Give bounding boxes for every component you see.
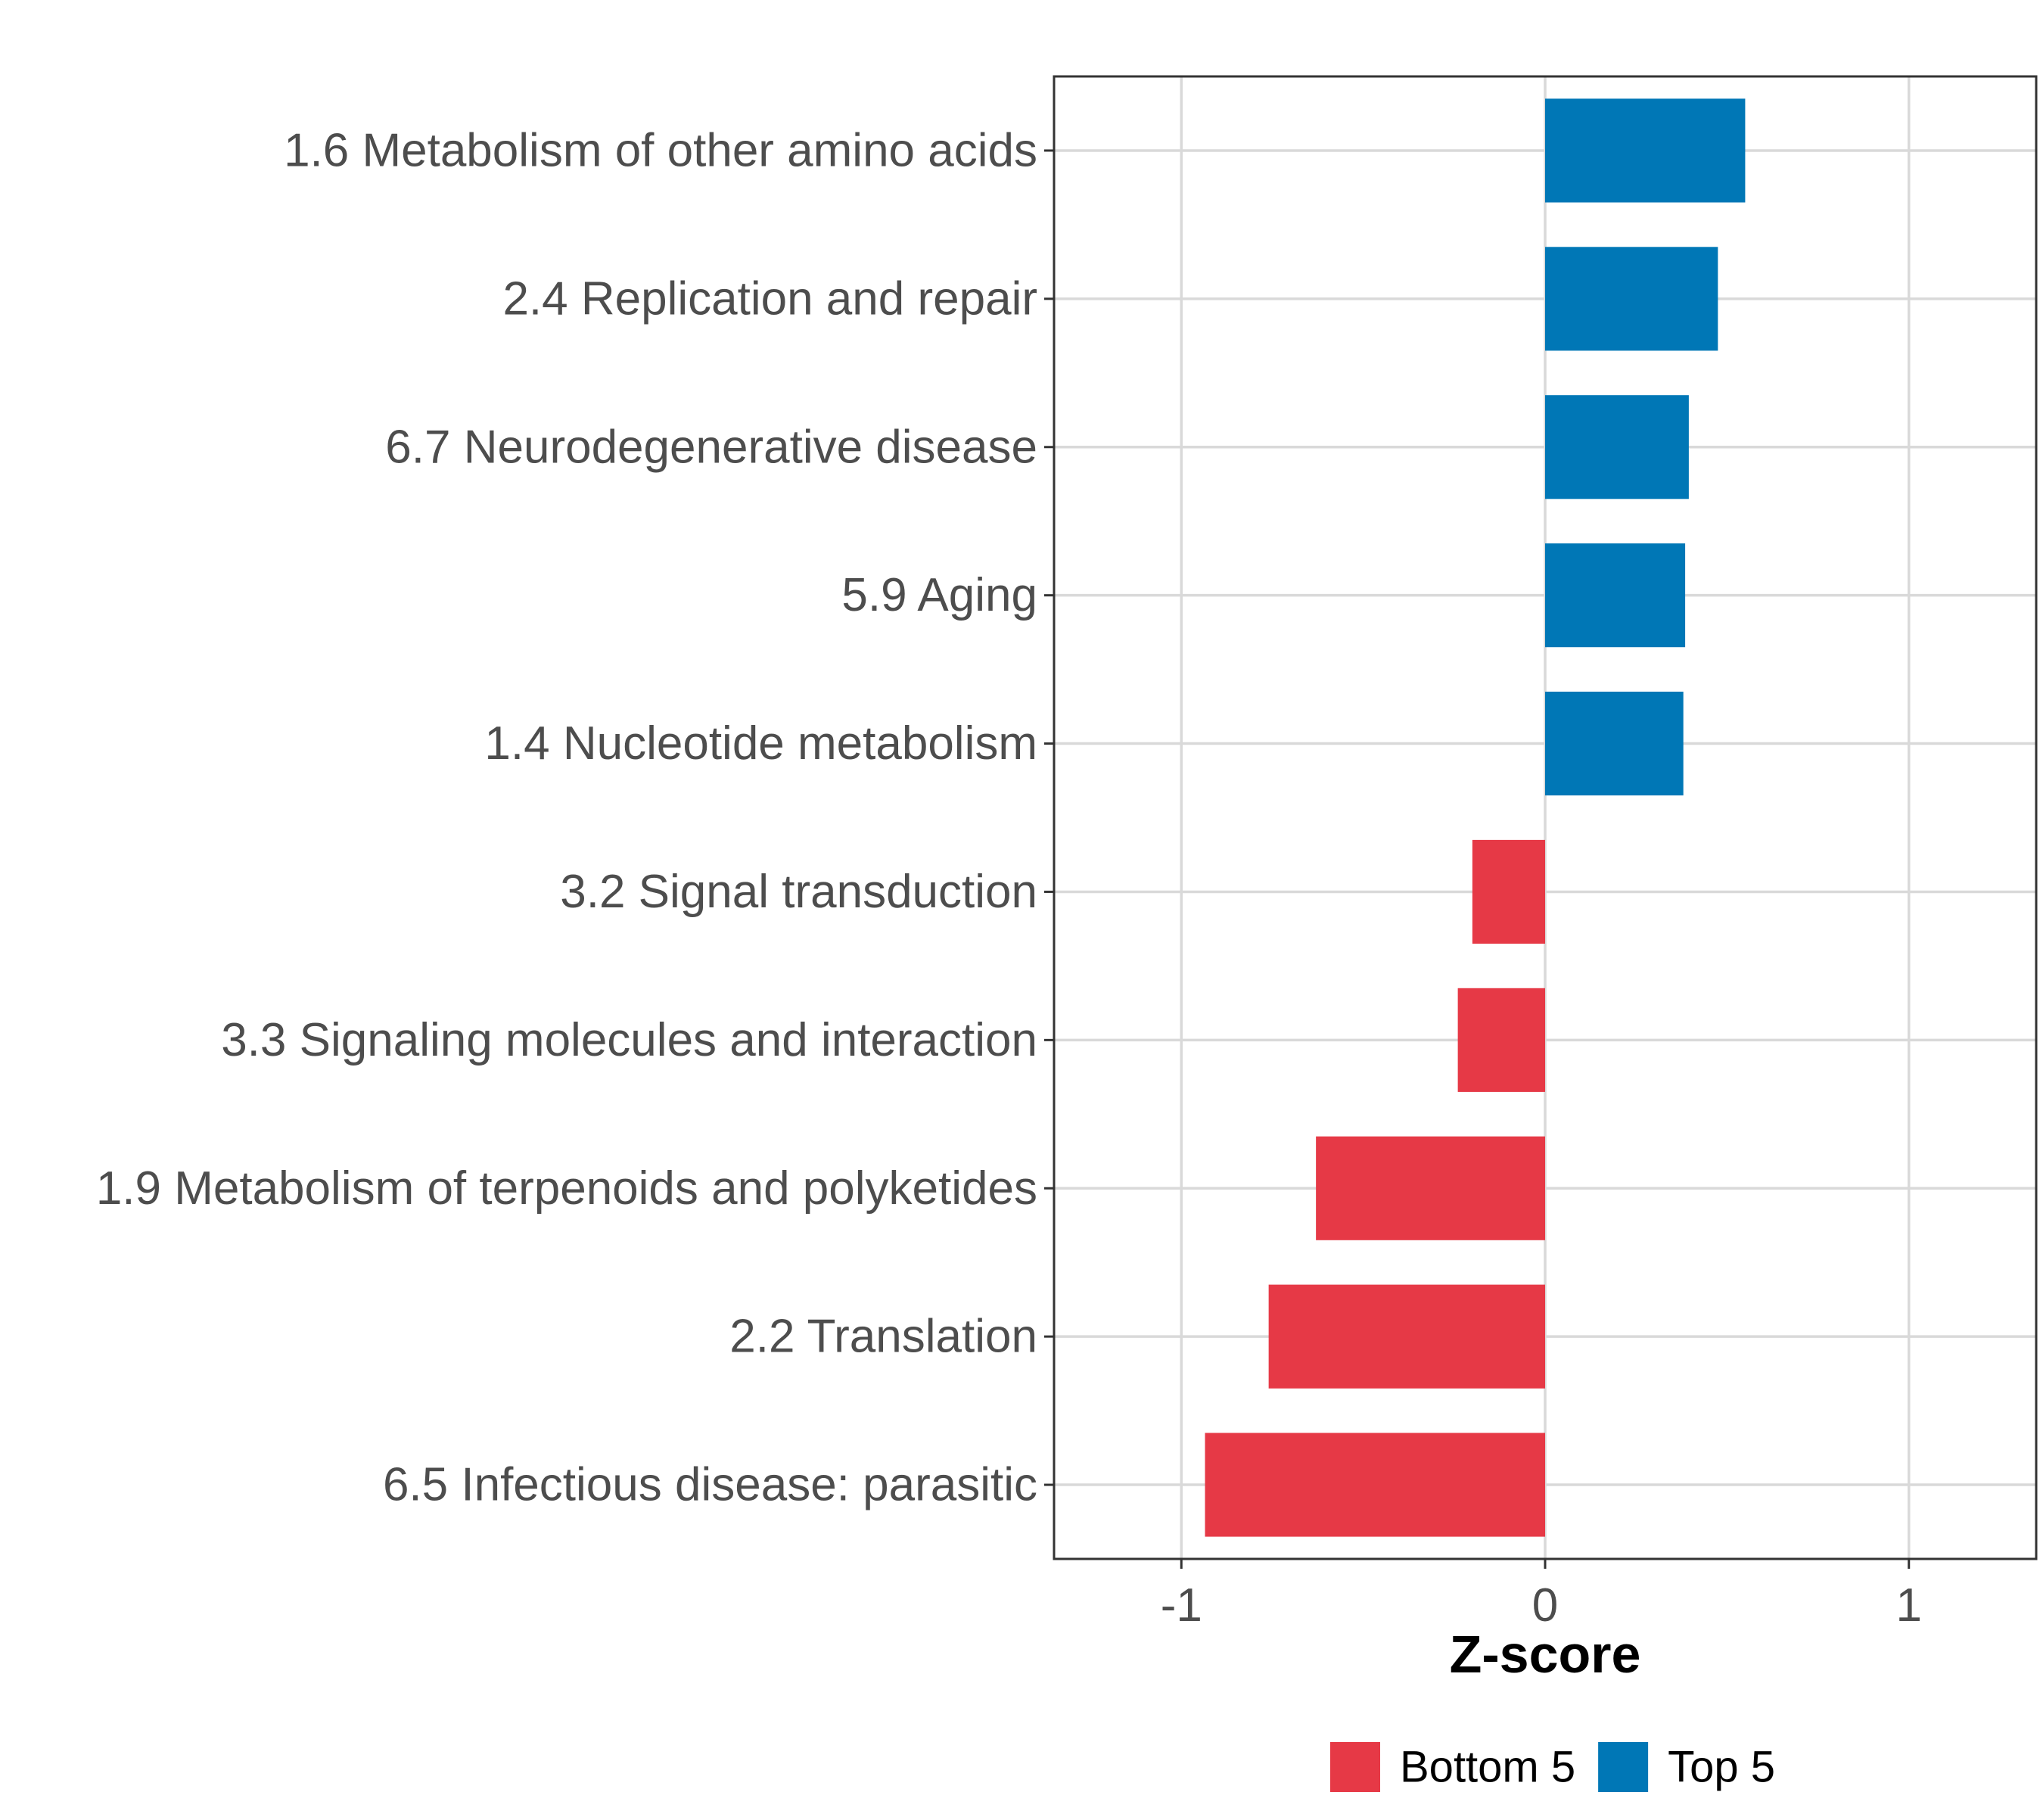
category-label: 3.2 Signal transduction: [560, 866, 1037, 918]
category-label: 3.3 Signaling molecules and interaction: [221, 1014, 1037, 1066]
bar: [1205, 1433, 1545, 1536]
bar: [1458, 988, 1545, 1092]
x-tick-label: -1: [1161, 1579, 1202, 1632]
bar: [1545, 395, 1689, 499]
bar: [1545, 247, 1718, 350]
category-label: 1.9 Metabolism of terpenoids and polyket…: [96, 1162, 1037, 1215]
category-label: 1.4 Nucleotide metabolism: [484, 717, 1037, 770]
bar: [1545, 543, 1685, 647]
bar-chart-svg: 1.6 Metabolism of other amino acids 2.4 R…: [0, 0, 2043, 1816]
category-label: 2.2 Translation: [729, 1311, 1037, 1363]
x-axis: -1 0 1: [1161, 1559, 1922, 1632]
bars: [1205, 98, 1746, 1536]
y-axis: 1.6 Metabolism of other amino acids 2.4 R…: [96, 124, 1054, 1510]
bar: [1316, 1137, 1545, 1240]
category-label: 1.6 Metabolism of other amino acids: [284, 124, 1037, 176]
category-label: 6.5 Infectious disease: parasitic: [383, 1459, 1037, 1511]
x-tick-label: 1: [1895, 1579, 1921, 1632]
legend: Bottom 5 Top 5: [1330, 1742, 1775, 1792]
x-tick-label: 0: [1532, 1579, 1558, 1632]
bar: [1269, 1285, 1545, 1389]
x-axis-title: Z-score: [1450, 1625, 1641, 1684]
bar: [1545, 692, 1684, 795]
bar: [1472, 840, 1545, 944]
bar: [1545, 98, 1745, 202]
category-label: 6.7 Neurodegenerative disease: [385, 421, 1037, 473]
chart: 1.6 Metabolism of other amino acids 2.4 R…: [0, 0, 2043, 1816]
category-label: 2.4 Replication and repair: [502, 272, 1037, 325]
legend-key: [1598, 1742, 1648, 1792]
legend-label: Top 5: [1668, 1743, 1775, 1792]
legend-key: [1330, 1742, 1380, 1792]
category-label: 5.9 Aging: [841, 569, 1037, 621]
legend-label: Bottom 5: [1400, 1743, 1575, 1792]
